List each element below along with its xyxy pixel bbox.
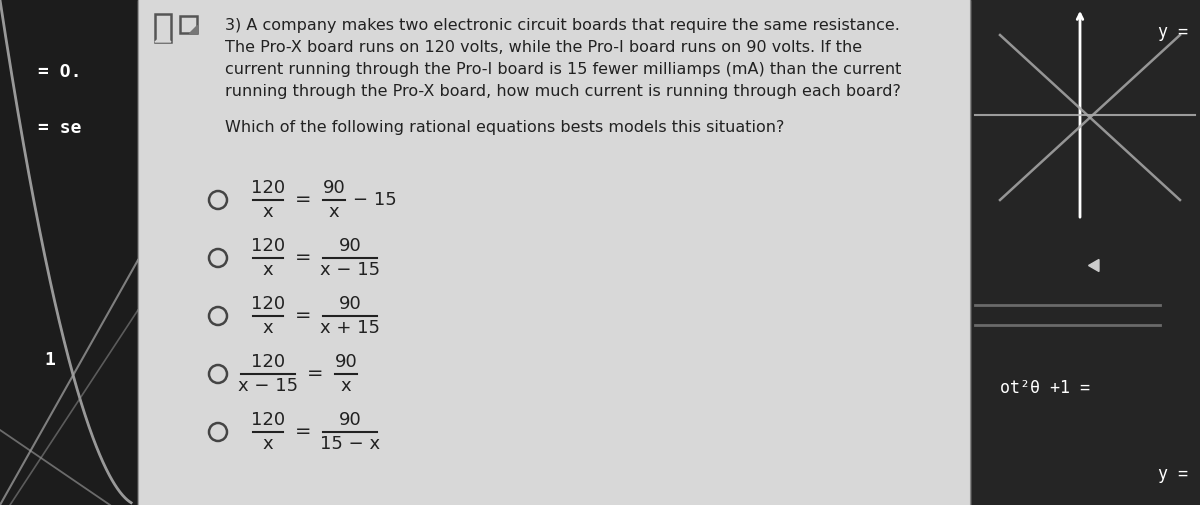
- Text: current running through the Pro-I board is 15 fewer milliamps (mA) than the curr: current running through the Pro-I board …: [226, 62, 901, 77]
- Text: x: x: [263, 435, 274, 453]
- Text: x − 15: x − 15: [320, 261, 380, 279]
- Text: The Pro-X board runs on 120 volts, while the Pro-I board runs on 90 volts. If th: The Pro-X board runs on 120 volts, while…: [226, 40, 862, 55]
- Polygon shape: [155, 35, 172, 42]
- Polygon shape: [190, 25, 197, 33]
- Text: x: x: [341, 377, 352, 395]
- Text: − 15: − 15: [353, 191, 397, 209]
- Bar: [970, 0, 1200, 505]
- Text: x: x: [263, 319, 274, 337]
- Text: =: =: [295, 190, 311, 210]
- Text: 90: 90: [338, 237, 361, 255]
- Text: 90: 90: [338, 295, 361, 313]
- Text: 120: 120: [251, 237, 286, 255]
- Text: 90: 90: [323, 179, 346, 197]
- Text: 120: 120: [251, 353, 286, 371]
- Text: 120: 120: [251, 411, 286, 429]
- Text: 90: 90: [335, 353, 358, 371]
- Text: 120: 120: [251, 295, 286, 313]
- Text: x: x: [263, 261, 274, 279]
- Bar: [138, 0, 970, 505]
- Text: = se: = se: [38, 119, 82, 137]
- Text: =: =: [295, 307, 311, 326]
- Bar: [180, 16, 197, 33]
- Text: 1: 1: [44, 351, 55, 369]
- Text: 90: 90: [338, 411, 361, 429]
- Text: x − 15: x − 15: [238, 377, 298, 395]
- Text: x: x: [329, 203, 340, 221]
- Text: x: x: [263, 203, 274, 221]
- Text: y =: y =: [1158, 465, 1188, 483]
- Text: =: =: [307, 365, 324, 383]
- Text: 3) A company makes two electronic circuit boards that require the same resistanc: 3) A company makes two electronic circui…: [226, 18, 900, 33]
- Text: 120: 120: [251, 179, 286, 197]
- Text: =: =: [295, 248, 311, 268]
- Text: Which of the following rational equations bests models this situation?: Which of the following rational equation…: [226, 120, 785, 135]
- Text: =: =: [295, 423, 311, 441]
- Bar: [155, 14, 172, 42]
- Text: 15 − x: 15 − x: [320, 435, 380, 453]
- Text: = O.: = O.: [38, 63, 82, 81]
- Text: y =: y =: [1158, 23, 1188, 41]
- Text: running through the Pro-X board, how much current is running through each board?: running through the Pro-X board, how muc…: [226, 84, 901, 99]
- Text: x + 15: x + 15: [320, 319, 380, 337]
- Text: ot²θ +1 =: ot²θ +1 =: [1000, 379, 1090, 397]
